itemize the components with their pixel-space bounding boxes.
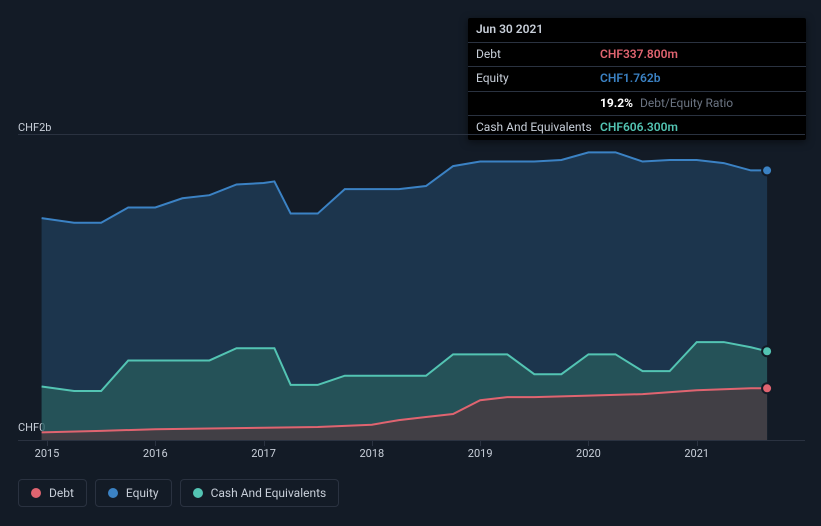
legend-swatch [108, 488, 118, 498]
legend-swatch [31, 488, 41, 498]
tooltip-row: 19.2% Debt/Equity Ratio [468, 92, 806, 117]
legend-label: Cash And Equivalents [211, 486, 327, 500]
chart-plot-area [18, 134, 805, 440]
legend-item[interactable]: Cash And Equivalents [180, 479, 340, 507]
chart-svg [18, 134, 805, 440]
chart-legend: Debt Equity Cash And Equivalents [18, 479, 339, 507]
tooltip-row-label [476, 96, 600, 112]
tooltip-row: DebtCHF337.800m [468, 43, 806, 68]
tooltip-row-value: CHF1.762b [600, 71, 798, 87]
x-axis-tick-label: 2020 [576, 447, 601, 460]
x-axis: 2015 2016 2017 2018 2019 2020 2021 [18, 440, 805, 461]
x-axis-tick-label: 2017 [251, 447, 276, 460]
tooltip-row: EquityCHF1.762b [468, 67, 806, 92]
chart-tooltip: Jun 30 2021 DebtCHF337.800mEquityCHF1.76… [468, 18, 806, 140]
x-axis-tick-label: 2016 [143, 447, 168, 460]
x-axis-tick-label: 2018 [359, 447, 384, 460]
x-axis-tick-label: 2019 [468, 447, 493, 460]
x-axis-tick-label: 2015 [35, 447, 60, 460]
chart-container: Jun 30 2021 DebtCHF337.800mEquityCHF1.76… [0, 0, 821, 526]
x-axis-tick-label: 2021 [684, 447, 709, 460]
legend-item[interactable]: Equity [95, 479, 172, 507]
tooltip-row-label: Debt [476, 47, 600, 63]
tooltip-row-value: CHF337.800m [600, 47, 798, 63]
legend-label: Equity [126, 486, 159, 500]
tooltip-row-value: 19.2% Debt/Equity Ratio [600, 96, 798, 112]
y-axis-label-top: CHF2b [18, 121, 51, 134]
tooltip-row-label: Equity [476, 71, 600, 87]
tooltip-date: Jun 30 2021 [476, 22, 543, 38]
legend-swatch [193, 488, 203, 498]
legend-label: Debt [49, 486, 74, 500]
legend-item[interactable]: Debt [18, 479, 87, 507]
